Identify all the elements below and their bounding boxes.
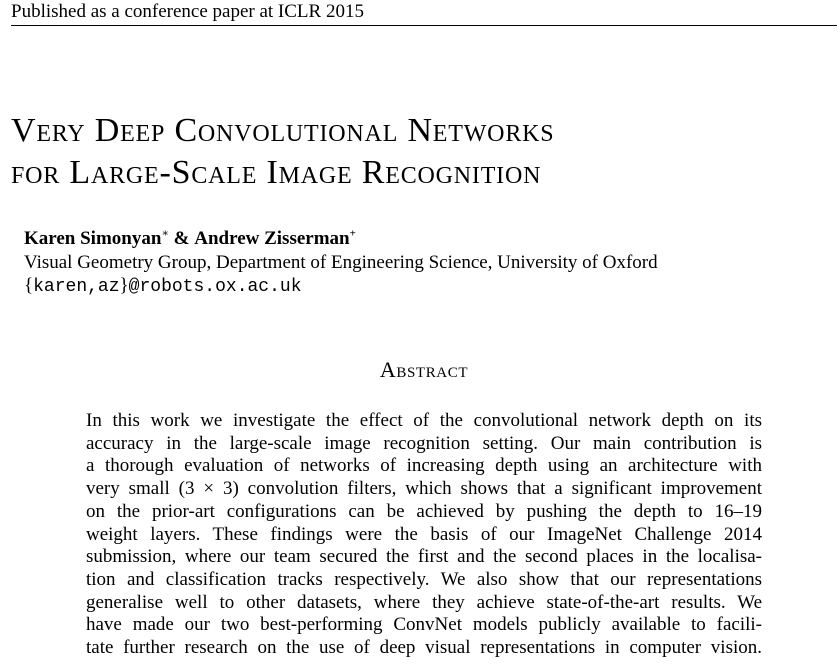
abstract-line: accuracy in the large-scale image recogn… (86, 432, 762, 454)
author-email: {karen,az}@robots.ox.ac.uk (24, 274, 302, 299)
email-open-brace: { (24, 275, 34, 296)
email-domain: @robots.ox.ac.uk (128, 277, 302, 297)
paper-title: Very Deep Convolutional Networks for Lar… (11, 110, 554, 194)
abstract-line: tate further research on the use of deep… (86, 637, 762, 659)
abstract-line: submission, where our team secured the f… (86, 546, 762, 568)
abstract-line: In this work we investigate the effect o… (86, 410, 762, 431)
email-close-brace: } (119, 275, 129, 296)
author-name: Karen Simonyan (24, 228, 162, 249)
author-list: Karen Simonyan∗ & Andrew Zisserman+ (24, 228, 356, 250)
author-footnote-mark: ∗ (161, 227, 169, 240)
author-separator: & (173, 228, 190, 249)
email-users: karen,az (33, 277, 120, 297)
author-name: Andrew Zisserman (194, 228, 350, 249)
title-line: for Large-Scale Image Recognition (11, 154, 542, 191)
abstract-line: very small (3 × 3) convolution filters, … (86, 478, 762, 500)
author-footnote-mark-text: + (349, 227, 356, 240)
header-rule (11, 25, 837, 26)
author-footnote-mark: + (350, 228, 356, 240)
abstract-line: tion and classification tracks respectiv… (86, 568, 762, 590)
abstract-line: on the prior-art configurations can be a… (86, 500, 762, 522)
abstract-heading: Abstract (379, 357, 469, 382)
title-line: Very Deep Convolutional Networks (11, 112, 555, 149)
abstract-line: a thorough evaluation of networks of inc… (86, 455, 762, 477)
abstract-line: weight layers. These findings were the b… (86, 523, 762, 545)
affiliation: Visual Geometry Group, Department of Eng… (24, 252, 658, 273)
abstract-line: generalise well to other datasets, where… (86, 591, 762, 613)
running-header: Published as a conference paper at ICLR … (11, 1, 364, 22)
abstract-body: In this work we investigate the effect o… (86, 410, 762, 660)
abstract-line: have made our two best-performing ConvNe… (86, 614, 762, 636)
